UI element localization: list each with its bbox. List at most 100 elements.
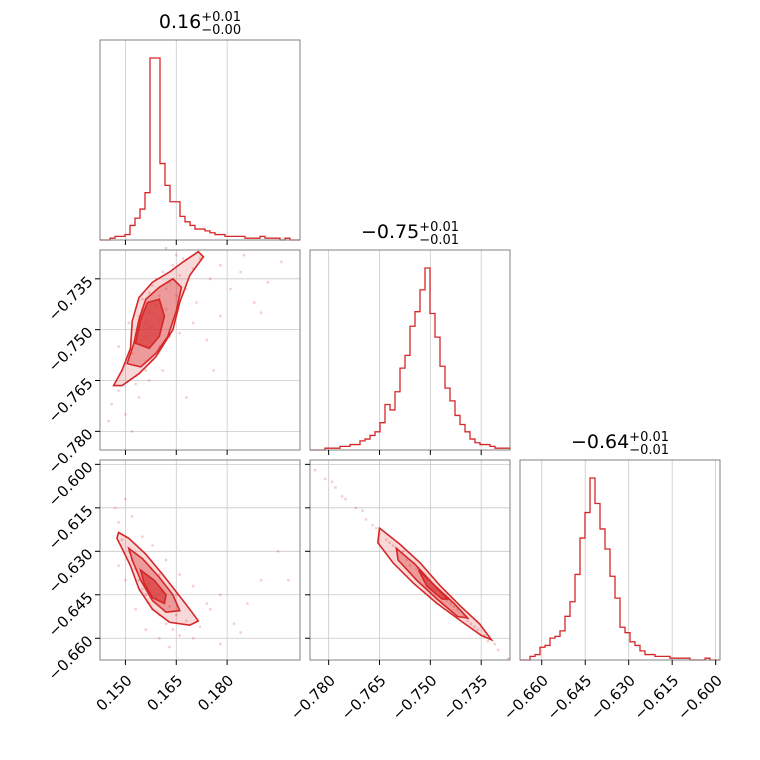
scatter-point [279, 260, 283, 264]
x-tick-label: −0.765 [338, 672, 390, 724]
scatter-point [232, 622, 236, 626]
title-plus-error: +0.01 [629, 430, 669, 445]
scatter-point [493, 642, 497, 646]
scatter-point [198, 625, 202, 629]
axes-frame [309, 249, 511, 451]
scatter-point [140, 587, 144, 591]
scatter-point [259, 311, 263, 315]
scatter-point [144, 628, 148, 631]
scatter-point [157, 636, 161, 640]
scatter-point [178, 633, 182, 637]
title-plus-error: +0.01 [201, 10, 241, 25]
scatter-point [195, 301, 199, 304]
scatter-point [344, 497, 347, 501]
scatter-point [449, 602, 453, 605]
axes-frame [519, 459, 721, 661]
y-tick-label: −0.660 [45, 632, 97, 684]
scatter-point [323, 477, 327, 481]
y-tick-label: −0.765 [45, 374, 97, 426]
scatter-point [171, 263, 175, 267]
hist-panel-0 [99, 39, 301, 245]
x-tick-label: −0.600 [674, 672, 726, 724]
y-tick-label: −0.615 [45, 502, 97, 554]
scatter-point [266, 280, 270, 284]
scatter-point [506, 657, 510, 660]
scatter-point [124, 497, 127, 501]
x-tick-label: −0.630 [587, 672, 639, 724]
y-tick-label: −0.750 [45, 323, 97, 375]
scatter-point [191, 636, 195, 640]
scatter-point [246, 602, 249, 605]
scatter-point [174, 253, 178, 257]
scatter-point [161, 270, 165, 274]
scatter-point [212, 368, 215, 372]
scatter-point [151, 544, 154, 547]
scatter-point [140, 297, 144, 301]
scatter-point [205, 338, 209, 342]
scatter-point [286, 578, 290, 582]
title-value: −0.64 [571, 431, 629, 453]
scatter-point [161, 368, 165, 372]
histogram-line [100, 57, 300, 241]
scatter-point [218, 642, 222, 646]
scatter-point [218, 263, 222, 267]
scatter-point [405, 558, 409, 562]
scatter-point [364, 518, 368, 521]
scatter-point [117, 520, 121, 524]
scatter-point [127, 321, 131, 325]
histogram-line [310, 267, 511, 451]
title-minus-error: −0.01 [629, 443, 669, 458]
scatter-point [137, 396, 141, 399]
x-tick-label: −0.750 [389, 672, 441, 724]
scatter-point [164, 622, 168, 626]
scatter-point [144, 593, 148, 597]
x-tick-label: −0.660 [500, 672, 552, 724]
hist-panel-2 [519, 459, 721, 665]
scatter-point [191, 321, 195, 325]
scatter-point [130, 515, 134, 518]
scatter-point [408, 564, 412, 568]
y-tick-label: −0.735 [45, 273, 97, 325]
scatter-point [476, 628, 480, 631]
scatter-point [168, 645, 171, 649]
scatter-point [252, 301, 256, 304]
scatter-point [124, 413, 127, 416]
param-title-1: −0.75+0.01 −0.01 [361, 220, 459, 248]
histogram-line [520, 477, 720, 661]
scatter-point [185, 396, 188, 399]
scatter-point [208, 277, 212, 281]
scatter-point [134, 607, 137, 611]
axes-frame [99, 249, 301, 451]
scatter-point [134, 382, 137, 386]
contour-level-1 [376, 526, 494, 642]
scatter-point [259, 578, 263, 582]
pair-panel-1-2 [305, 459, 511, 665]
scatter-point [401, 549, 405, 553]
scatter-point [452, 604, 456, 608]
scatter-point [374, 526, 378, 530]
scatter-point [144, 368, 148, 372]
title-value: −0.75 [361, 221, 419, 243]
scatter-point [229, 287, 232, 291]
y-tick-label: −0.630 [45, 545, 97, 597]
scatter-point [164, 246, 168, 250]
scatter-point [208, 607, 212, 611]
scatter-point [391, 544, 395, 547]
contour-level-3 [134, 298, 166, 350]
scatter-point [171, 628, 175, 631]
scatter-point [239, 631, 243, 634]
scatter-point [496, 648, 500, 652]
axes-frame [99, 459, 301, 661]
scatter-point [276, 549, 280, 553]
title-minus-error: −0.00 [201, 23, 241, 38]
x-tick-label: −0.615 [630, 672, 682, 724]
scatter-point [157, 573, 161, 576]
scatter-point [340, 494, 344, 498]
scatter-point [164, 307, 168, 311]
scatter-point [205, 602, 209, 605]
x-tick-label: −0.645 [543, 672, 595, 724]
scatter-point [117, 564, 121, 568]
scatter-point [178, 274, 182, 277]
scatter-point [466, 619, 470, 623]
axes-frame [99, 39, 301, 241]
